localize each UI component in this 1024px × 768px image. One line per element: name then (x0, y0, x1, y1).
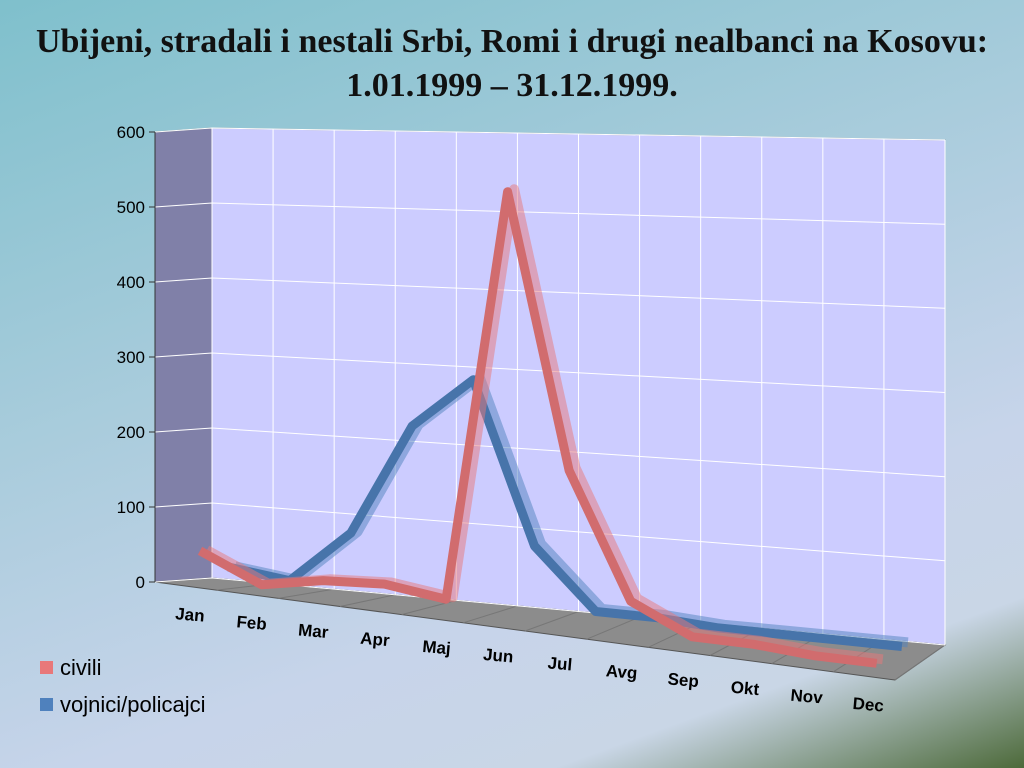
x-tick-label: Nov (790, 686, 824, 708)
x-tick-label: Maj (422, 637, 452, 658)
floor-line (894, 644, 946, 681)
x-tick-label: Okt (730, 678, 760, 699)
x-tick-label: Jun (482, 645, 514, 667)
x-tick-label: Apr (360, 629, 391, 651)
grid-line (154, 127, 946, 141)
x-tick-label: Feb (236, 612, 268, 634)
floor-line (586, 616, 640, 640)
grid-line (154, 277, 946, 309)
grid-line (154, 427, 946, 478)
grid-line (154, 202, 946, 225)
series-line (197, 187, 878, 668)
series-line (227, 375, 903, 651)
y-tick-label: 400 (117, 273, 145, 292)
y-tick-label: 600 (117, 123, 145, 142)
legend-label: civili (60, 655, 102, 680)
y-tick-label: 500 (117, 198, 145, 217)
x-tick-label: Sep (667, 669, 700, 691)
y-tick-label: 200 (117, 423, 145, 442)
x-tick-label: Avg (605, 661, 638, 683)
y-tick-label: 100 (117, 498, 145, 517)
legend-label: vojnici/policajci (60, 692, 206, 717)
x-tick-label: Jul (547, 653, 573, 674)
grid-line (154, 352, 946, 393)
floor-line (278, 588, 335, 599)
x-tick-label: Dec (852, 694, 885, 716)
grid-line (154, 502, 946, 562)
legend-swatch (40, 661, 53, 674)
y-tick-label: 0 (136, 573, 145, 592)
chart-title: Ubijeni, stradali i nestali Srbi, Romi i… (35, 23, 989, 104)
y-tick-label: 300 (117, 348, 145, 367)
x-tick-label: Mar (297, 620, 329, 642)
floor-line (524, 611, 579, 632)
x-tick-label: Jan (175, 604, 206, 625)
floor-line (339, 594, 396, 607)
floor-line (463, 605, 518, 624)
legend-swatch (40, 698, 53, 711)
